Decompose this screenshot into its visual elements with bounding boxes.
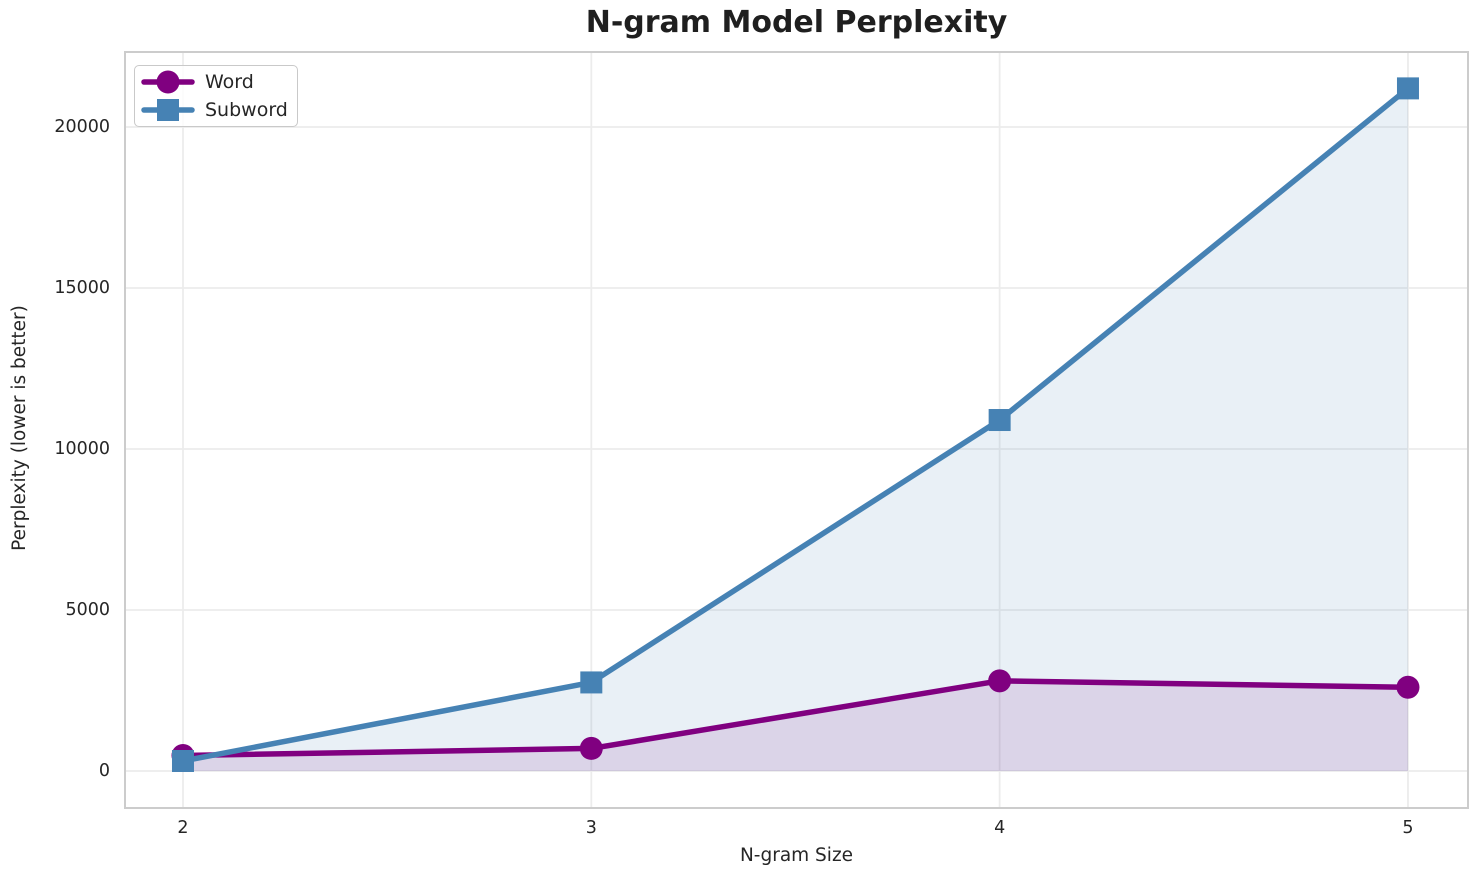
x-tick-label: 4 <box>994 818 1006 838</box>
series-area-fill <box>182 680 1408 771</box>
data-point-square <box>171 749 194 772</box>
data-point-square <box>580 671 603 694</box>
y-tick-label: 5000 <box>65 599 110 620</box>
legend-label-word: Word <box>205 70 254 93</box>
legend-item-subword: Subword <box>141 97 297 123</box>
y-tick-label: 15000 <box>54 278 110 298</box>
x-tick-label: 5 <box>1402 818 1414 838</box>
data-point-circle <box>1396 675 1420 699</box>
x-tick-label: 3 <box>585 818 597 838</box>
x-tick-label: 2 <box>177 818 189 838</box>
legend-label-subword: Subword <box>205 99 288 122</box>
line-circle-marker-icon <box>141 70 195 94</box>
chart-title: N-gram Model Perplexity <box>585 5 1008 40</box>
series-area-fill <box>182 88 1408 771</box>
series-line <box>180 678 1411 759</box>
legend: Word Subword <box>134 65 298 127</box>
y-tick-label: 10000 <box>54 438 110 459</box>
plot-border <box>124 51 1469 809</box>
data-point-circle <box>579 736 603 760</box>
legend-item-word: Word <box>141 69 297 95</box>
line-square-marker-icon <box>141 99 195 122</box>
y-tick-label: 20000 <box>54 117 110 138</box>
data-point-square <box>988 409 1011 432</box>
x-axis-label: N-gram Size <box>739 845 854 866</box>
y-tick-label: 0 <box>98 760 110 781</box>
series-line <box>180 85 1411 764</box>
data-point-circle <box>988 669 1012 693</box>
data-point-square <box>1396 77 1419 100</box>
